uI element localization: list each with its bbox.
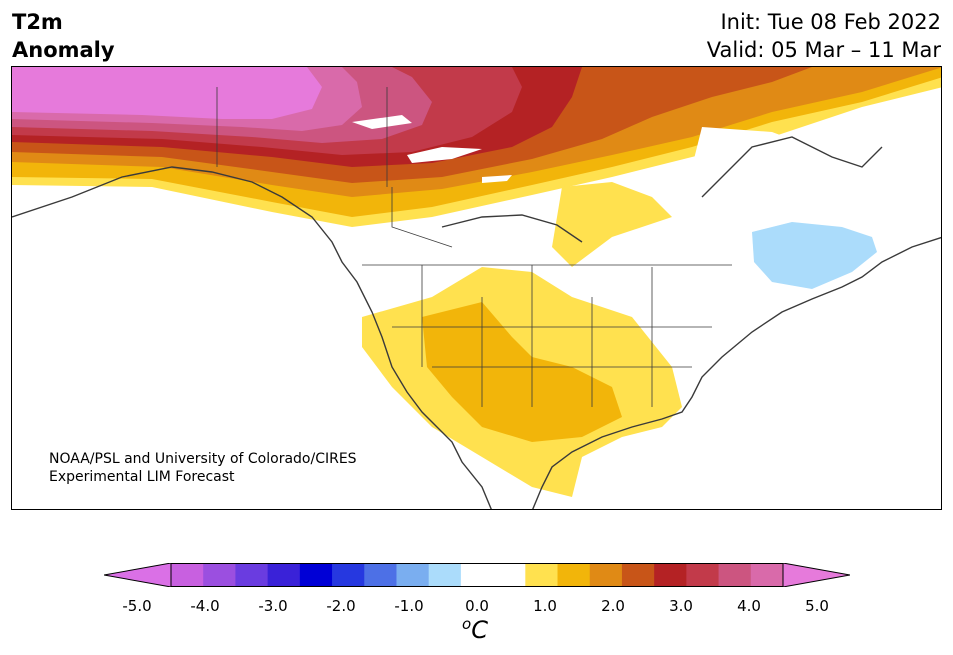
colorbar-cell <box>364 563 397 587</box>
valid-range: Valid: 05 Mar – 11 Mar <box>706 38 941 62</box>
colorbar <box>104 563 850 587</box>
colorbar-tick-label: 4.0 <box>737 597 761 615</box>
ice-marks <box>482 175 512 183</box>
colorbar-tick-label: -3.0 <box>258 597 288 615</box>
title-right: Init: Tue 08 Feb 2022 Valid: 05 Mar – 11… <box>707 8 941 64</box>
colorbar-cell <box>557 563 591 587</box>
credit-line-1: NOAA/PSL and University of Colorado/CIRE… <box>49 451 357 467</box>
map-canvas <box>12 67 941 509</box>
title-left: T2m Anomaly <box>12 8 115 64</box>
unit-degree: o <box>462 615 472 633</box>
colorbar-tick-label: -5.0 <box>122 597 152 615</box>
colorbar-cell <box>428 563 462 587</box>
colorbar-max-extension <box>782 563 850 587</box>
colorbar-cell <box>460 563 494 587</box>
colorbar-cell <box>686 563 720 587</box>
title-line-2: Anomaly <box>12 38 115 62</box>
colorbar-cells <box>171 563 784 587</box>
colorbar-tick-label: -1.0 <box>394 597 424 615</box>
colorbar-cell <box>332 563 365 587</box>
colorbar-cell <box>267 563 301 587</box>
colorbar-cell <box>493 563 526 587</box>
colorbar-tick-label: -4.0 <box>190 597 220 615</box>
title-line-1: T2m <box>12 10 63 34</box>
coastlines <box>12 136 941 509</box>
init-date: Init: Tue 08 Feb 2022 <box>720 10 941 34</box>
credit-text: NOAA/PSL and University of Colorado/CIRE… <box>49 450 357 486</box>
colorbar-cell <box>171 563 204 587</box>
colorbar-cell <box>718 563 752 587</box>
colorbar-cell <box>396 563 430 587</box>
colorbar-cell <box>621 563 655 587</box>
colorbar-cell <box>203 563 236 587</box>
colorbar-cell <box>589 563 623 587</box>
credit-line-2: Experimental LIM Forecast <box>49 469 235 485</box>
unit-letter: C <box>471 616 488 644</box>
colorbar-cell <box>299 563 333 587</box>
colorbar-cell <box>654 563 687 587</box>
colorbar-cell <box>750 563 784 587</box>
colorbar-outline <box>170 563 784 587</box>
colorbar-cell <box>235 563 269 587</box>
unit-label: oC <box>462 615 488 644</box>
colorbar-tick-label: 3.0 <box>669 597 693 615</box>
colorbar-tick-label: 1.0 <box>533 597 557 615</box>
anomaly-map: NOAA/PSL and University of Colorado/CIRE… <box>11 66 942 510</box>
colorbar-tick-label: -2.0 <box>326 597 356 615</box>
colorbar-tick-label: 0.0 <box>465 597 489 615</box>
colorbar-tick-label: 5.0 <box>805 597 829 615</box>
colorbar-ticks: -5.0 -4.0 -3.0 -2.0 -1.0 0.0 1.0 2.0 3.0 4.0 5.0 <box>0 597 953 617</box>
anomaly-shading <box>12 67 941 497</box>
colorbar-min-extension <box>104 563 172 587</box>
colorbar-cell <box>525 563 559 587</box>
colorbar-tick-label: 2.0 <box>601 597 625 615</box>
political-borders <box>216 87 732 407</box>
